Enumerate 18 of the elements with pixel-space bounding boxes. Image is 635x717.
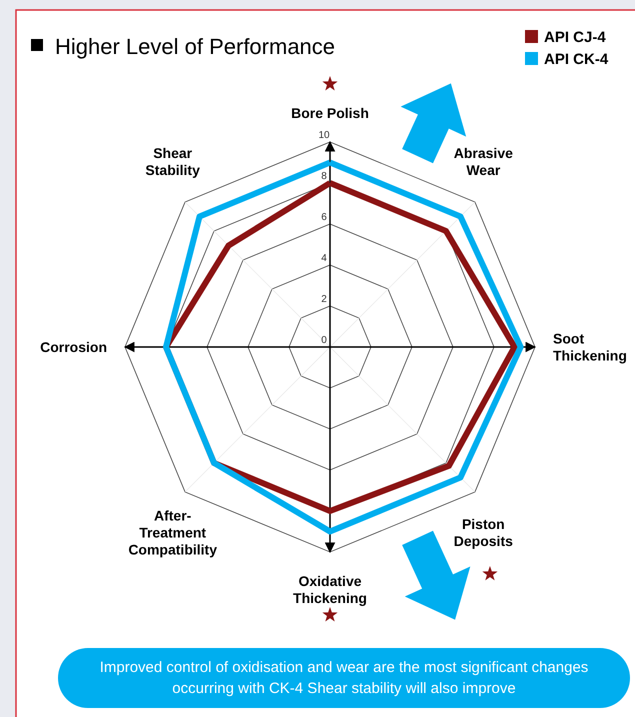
spoke-label: Corrosion xyxy=(40,339,107,355)
legend-label: API CK-4 xyxy=(544,51,609,68)
y-tick-label: 10 xyxy=(318,130,330,141)
text: Improved control of oxidisation and wear are the most significant changes occurring with CK-4 Shear stability will also improve xyxy=(58,648,630,708)
y-tick-label: 2 xyxy=(321,294,328,305)
spoke-label: Bore Polish xyxy=(291,105,369,121)
spoke-label: Piston Deposits xyxy=(454,516,514,549)
y-tick-label: 8 xyxy=(321,171,328,182)
y-tick-label: 0 xyxy=(321,335,328,346)
spoke-label: Abrasive Wear xyxy=(454,145,514,178)
legend-label: API CJ-4 xyxy=(544,29,606,46)
spoke-label: Oxidative Thickening xyxy=(293,573,367,606)
y-tick-label: 6 xyxy=(321,212,328,223)
chart-title: Higher Level of Performance xyxy=(55,34,336,59)
spoke-label: After-Treatment Compatibility xyxy=(128,507,218,558)
spoke-label: Soot Thickening xyxy=(553,330,627,364)
y-tick-label: 4 xyxy=(321,253,328,264)
spoke-label: Shear Stability xyxy=(145,145,200,178)
